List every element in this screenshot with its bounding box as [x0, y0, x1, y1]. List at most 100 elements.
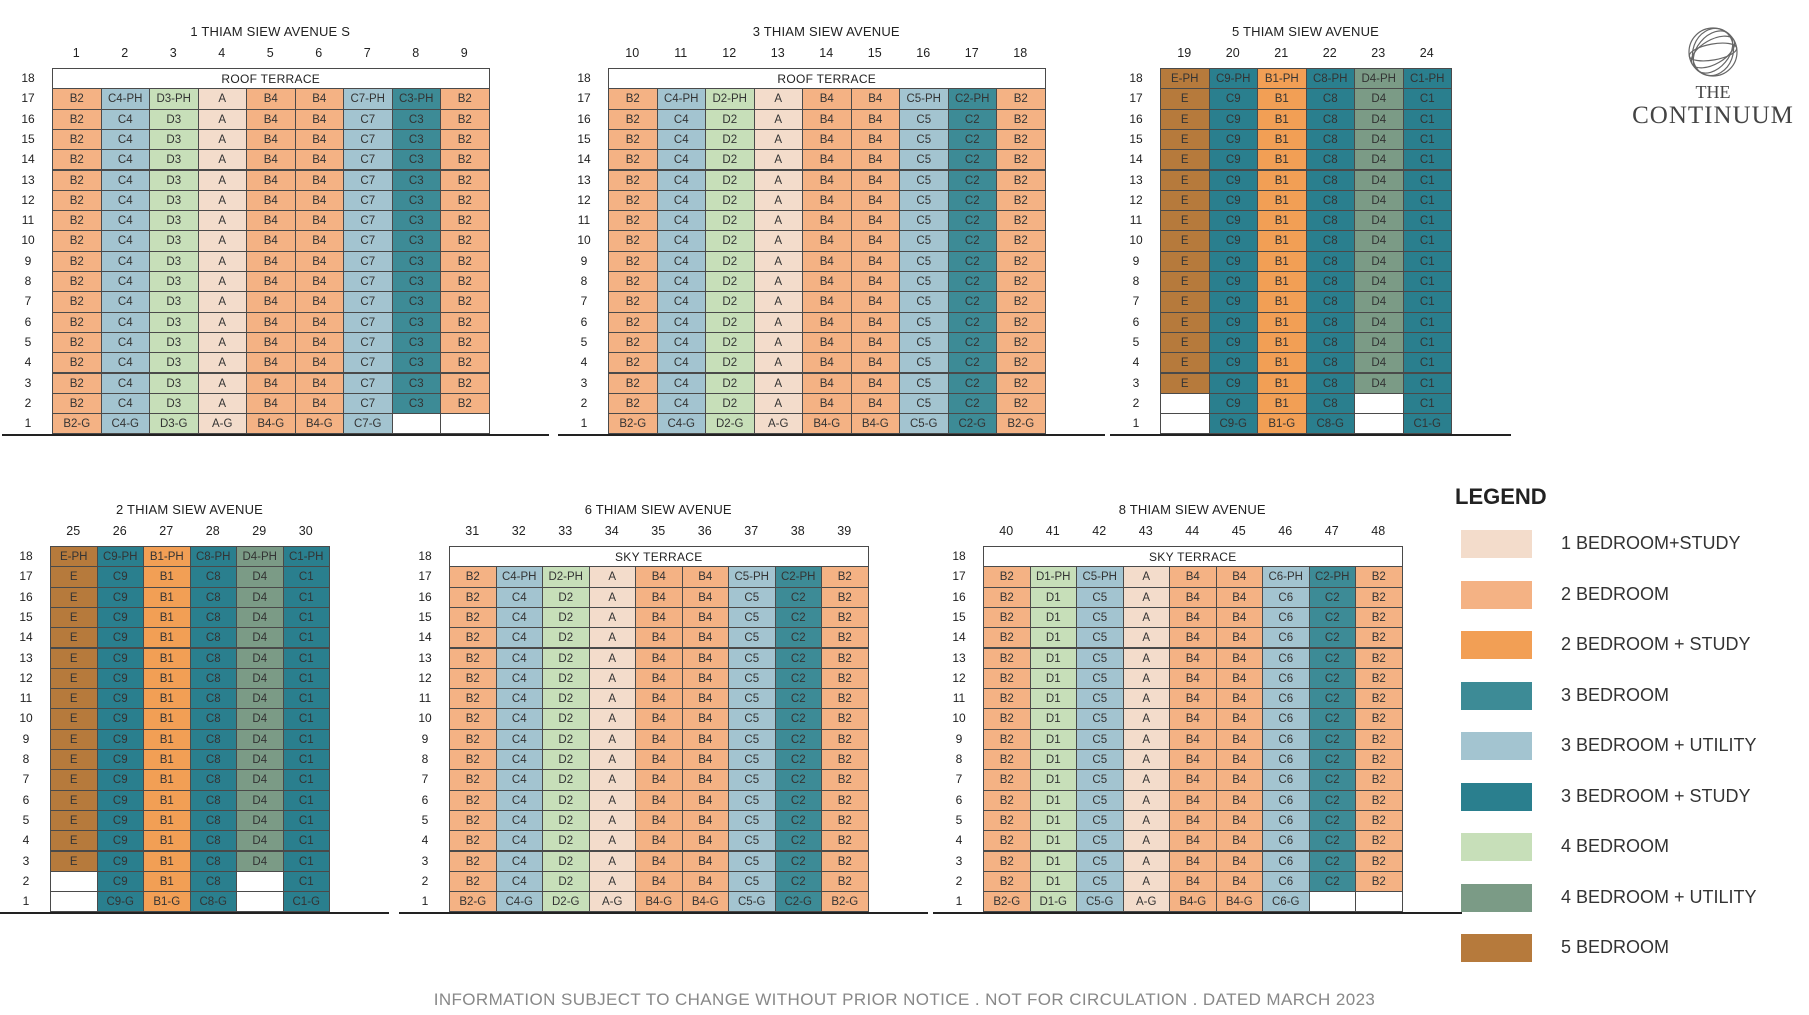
unit-cell[interactable]: D4 [1354, 331, 1404, 354]
unit-cell[interactable]: C9 [1208, 392, 1258, 415]
unit-cell[interactable]: B2 [449, 728, 497, 750]
unit-cell[interactable]: C2 [1308, 708, 1356, 730]
unit-cell[interactable]: C4 [100, 128, 150, 151]
unit-cell[interactable]: B2 [608, 291, 658, 313]
unit-cell[interactable]: C2-G [774, 891, 822, 913]
unit-cell[interactable]: C9 [96, 566, 144, 588]
unit-cell[interactable]: C8 [1305, 149, 1355, 171]
unit-cell[interactable]: E [1160, 149, 1210, 171]
unit-cell[interactable]: B2 [608, 88, 658, 110]
unit-cell[interactable]: C9 [96, 809, 144, 832]
unit-cell[interactable]: B1 [1257, 331, 1307, 354]
unit-cell[interactable]: B4 [802, 250, 852, 272]
unit-cell[interactable]: C1 [282, 850, 330, 872]
unit-cell[interactable]: B2 [996, 149, 1046, 171]
unit-cell[interactable]: C3 [391, 210, 441, 232]
unit-cell[interactable]: B4 [294, 311, 344, 333]
unit-cell[interactable]: D3 [149, 331, 199, 354]
unit-cell[interactable]: B4 [850, 128, 900, 151]
unit-cell[interactable]: D4 [236, 850, 284, 872]
unit-cell[interactable]: C4 [100, 331, 150, 354]
unit-cell[interactable]: C2 [774, 688, 822, 710]
unit-cell[interactable]: B2 [1355, 749, 1403, 771]
unit-cell[interactable]: C5 [899, 128, 949, 151]
unit-cell[interactable]: B2 [52, 230, 102, 252]
unit-cell[interactable]: B4 [1169, 769, 1217, 791]
unit-cell[interactable]: C5 [728, 870, 776, 893]
unit-cell[interactable]: C5 [899, 250, 949, 272]
unit-cell[interactable]: C6 [1262, 586, 1310, 608]
unit-cell[interactable]: C4 [656, 210, 706, 232]
unit-cell[interactable]: D1-PH [1029, 566, 1077, 588]
unit-cell[interactable]: B2 [983, 830, 1031, 852]
unit-cell[interactable]: C9 [96, 749, 144, 771]
unit-cell[interactable]: B2 [608, 108, 658, 130]
unit-cell[interactable]: B4 [1169, 870, 1217, 893]
unit-cell[interactable]: B2 [608, 128, 658, 151]
unit-cell[interactable]: C8 [1305, 352, 1355, 374]
unit-cell[interactable]: B2 [52, 149, 102, 171]
unit-cell[interactable]: A [197, 88, 247, 110]
unit-cell[interactable]: B4 [802, 311, 852, 333]
unit-cell[interactable]: D2-PH [542, 566, 590, 588]
unit-cell[interactable]: E [50, 789, 98, 811]
unit-cell[interactable]: B4 [1215, 566, 1263, 588]
unit-cell[interactable]: C8 [189, 606, 237, 629]
unit-cell[interactable]: A [1122, 870, 1170, 893]
unit-cell[interactable]: D1 [1029, 809, 1077, 832]
unit-cell[interactable]: C5 [899, 169, 949, 191]
unit-cell[interactable]: A [1122, 728, 1170, 750]
unit-cell[interactable]: C4 [100, 372, 150, 394]
unit-cell[interactable]: C4 [100, 311, 150, 333]
unit-cell[interactable]: B2 [821, 566, 869, 588]
unit-cell[interactable]: C9-PH [96, 546, 144, 568]
unit-cell[interactable]: D2-PH [705, 88, 755, 110]
unit-cell[interactable]: B4 [850, 372, 900, 394]
unit-cell[interactable]: C5 [1076, 647, 1124, 669]
unit-cell[interactable]: D4 [1354, 108, 1404, 130]
unit-cell[interactable]: B4 [294, 331, 344, 354]
unit-cell[interactable]: B4 [850, 291, 900, 313]
unit-cell[interactable]: C8-PH [189, 546, 237, 568]
unit-cell[interactable]: B2 [608, 189, 658, 212]
unit-cell[interactable]: C8-G [1305, 413, 1355, 435]
unit-cell[interactable]: C2 [1308, 647, 1356, 669]
unit-cell[interactable]: C9 [96, 769, 144, 791]
unit-cell[interactable]: A [197, 108, 247, 130]
unit-cell[interactable]: D2 [542, 870, 590, 893]
unit-cell[interactable]: B2 [821, 870, 869, 893]
unit-cell[interactable]: C4 [495, 647, 543, 669]
unit-cell[interactable]: D2 [705, 210, 755, 232]
unit-cell[interactable]: B4 [802, 331, 852, 354]
unit-cell[interactable]: C1 [282, 749, 330, 771]
unit-cell[interactable]: C6 [1262, 627, 1310, 649]
unit-cell[interactable]: C9 [1208, 189, 1258, 212]
unit-cell[interactable]: C5 [728, 830, 776, 852]
unit-cell[interactable] [440, 413, 490, 435]
unit-cell[interactable]: E [50, 627, 98, 649]
unit-cell[interactable]: D2 [542, 647, 590, 669]
unit-cell[interactable]: C3-PH [391, 88, 441, 110]
unit-cell[interactable]: C7 [343, 210, 393, 232]
unit-cell[interactable]: C9 [96, 708, 144, 730]
unit-cell[interactable]: C4 [495, 627, 543, 649]
unit-cell[interactable] [1160, 392, 1210, 415]
unit-cell[interactable]: C6 [1262, 667, 1310, 690]
unit-cell[interactable]: C1 [1402, 352, 1452, 374]
unit-cell[interactable]: D2-G [542, 891, 590, 913]
unit-cell[interactable]: C9 [1208, 372, 1258, 394]
unit-cell[interactable]: C1 [282, 830, 330, 852]
unit-cell[interactable]: B2 [821, 708, 869, 730]
unit-cell[interactable]: E [1160, 352, 1210, 374]
unit-cell[interactable]: B2 [440, 250, 490, 272]
unit-cell[interactable]: B4 [850, 108, 900, 130]
unit-cell[interactable]: C2 [947, 311, 997, 333]
unit-cell[interactable]: A [753, 149, 803, 171]
unit-cell[interactable]: D1 [1029, 749, 1077, 771]
unit-cell[interactable]: B2-G [608, 413, 658, 435]
unit-cell[interactable]: B4 [246, 291, 296, 313]
unit-cell[interactable]: B2 [608, 210, 658, 232]
unit-cell[interactable]: A [197, 372, 247, 394]
unit-cell[interactable]: C8 [189, 647, 237, 669]
unit-cell[interactable]: B4 [1169, 647, 1217, 669]
